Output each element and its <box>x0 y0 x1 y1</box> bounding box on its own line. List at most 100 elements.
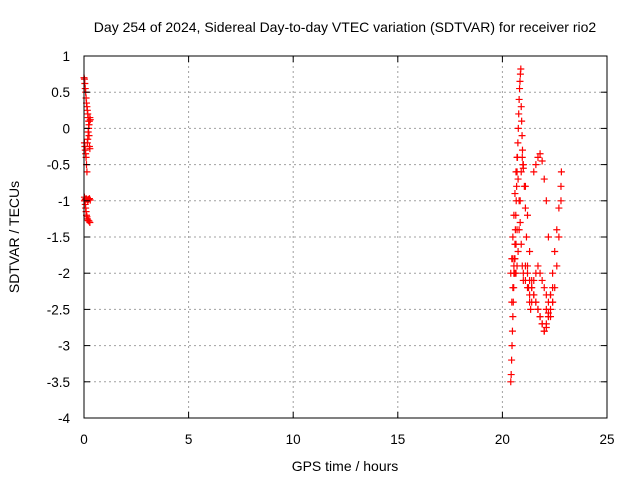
y-tick-label: -1.5 <box>47 230 70 245</box>
data-point <box>513 182 521 190</box>
x-tick-label: 15 <box>390 432 405 447</box>
data-point <box>530 291 538 299</box>
data-point <box>513 153 521 161</box>
data-point <box>530 168 538 176</box>
data-point <box>509 313 517 321</box>
data-point <box>526 276 534 284</box>
data-point <box>518 262 526 270</box>
data-point <box>513 226 521 234</box>
data-point <box>555 233 563 241</box>
data-point <box>517 103 525 111</box>
data-point <box>544 313 552 321</box>
data-point <box>516 219 524 227</box>
data-point <box>547 305 555 313</box>
y-axis-label: SDTVAR / TECUs <box>6 181 22 293</box>
data-point <box>507 371 515 379</box>
data-point <box>517 65 525 73</box>
x-tick-label: 10 <box>286 432 301 447</box>
data-point <box>540 284 548 292</box>
data-point <box>534 305 542 313</box>
data-point <box>526 247 534 255</box>
data-point <box>85 217 93 225</box>
data-point <box>508 356 516 364</box>
data-point <box>508 255 516 263</box>
data-point <box>507 269 515 277</box>
data-point <box>84 135 92 143</box>
data-point <box>540 327 548 335</box>
x-tick-label: 25 <box>599 432 614 447</box>
data-point <box>557 182 565 190</box>
data-point <box>86 116 94 124</box>
x-tick-label: 20 <box>495 432 510 447</box>
data-point <box>508 298 516 306</box>
data-point <box>557 197 565 205</box>
x-axis-ticks: 0 5 10 15 20 25 <box>80 56 615 447</box>
data-point <box>518 132 526 140</box>
data-point <box>551 284 559 292</box>
data-point <box>516 77 524 85</box>
data-point <box>86 145 94 153</box>
y-tick-label: 1 <box>62 49 70 64</box>
data-point <box>521 182 529 190</box>
data-point <box>86 219 94 227</box>
y-tick-label: -0.5 <box>47 158 70 173</box>
data-point <box>514 247 522 255</box>
data-point <box>519 276 527 284</box>
data-point <box>83 168 91 176</box>
data-point <box>553 226 561 234</box>
data-point <box>540 175 548 183</box>
data-point <box>536 313 544 321</box>
data-point <box>551 247 559 255</box>
data-point <box>542 320 550 328</box>
data-point <box>521 204 529 212</box>
data-point <box>549 269 557 277</box>
data-point <box>518 117 526 125</box>
y-tick-label: -3.5 <box>47 375 70 390</box>
data-point <box>514 175 522 183</box>
data-point <box>538 157 546 165</box>
data-point <box>512 168 520 176</box>
data-point <box>515 95 523 103</box>
data-point <box>515 110 523 118</box>
y-tick-label: -2 <box>58 266 70 281</box>
data-point <box>85 195 93 203</box>
chart-title: Day 254 of 2024, Sidereal Day-to-day VTE… <box>94 19 597 35</box>
data-point <box>536 269 544 277</box>
data-point <box>534 153 542 161</box>
data-point <box>522 233 530 241</box>
data-point <box>517 240 525 248</box>
y-tick-label: 0.5 <box>51 85 70 100</box>
y-tick-label: -4 <box>58 411 70 426</box>
data-point <box>510 211 518 219</box>
data-point <box>85 132 93 140</box>
data-point <box>532 161 540 169</box>
data-point <box>519 161 527 169</box>
data-point <box>524 211 532 219</box>
data-point <box>514 124 522 132</box>
data-point <box>518 146 526 154</box>
data-point <box>507 378 515 386</box>
data-point <box>534 262 542 270</box>
y-axis-ticks: -4 -3.5 -3 -2.5 -2 -1.5 -1 -0.5 0 0.5 1 <box>47 49 607 426</box>
data-point <box>555 204 563 212</box>
y-tick-label: -1 <box>58 194 70 209</box>
data-point <box>532 298 540 306</box>
data-point <box>557 168 565 176</box>
x-axis-label: GPS time / hours <box>292 458 399 474</box>
data-point <box>538 276 546 284</box>
data-point <box>528 284 536 292</box>
data-point <box>515 197 523 205</box>
data-point <box>524 269 532 277</box>
data-point <box>516 85 524 93</box>
data-points <box>80 65 565 386</box>
data-point <box>536 150 544 158</box>
data-point <box>547 291 555 299</box>
data-point <box>544 233 552 241</box>
data-point <box>508 327 516 335</box>
data-point <box>549 298 557 306</box>
data-point <box>511 190 519 198</box>
data-point <box>542 197 550 205</box>
data-point <box>508 342 516 350</box>
x-tick-label: 5 <box>185 432 193 447</box>
